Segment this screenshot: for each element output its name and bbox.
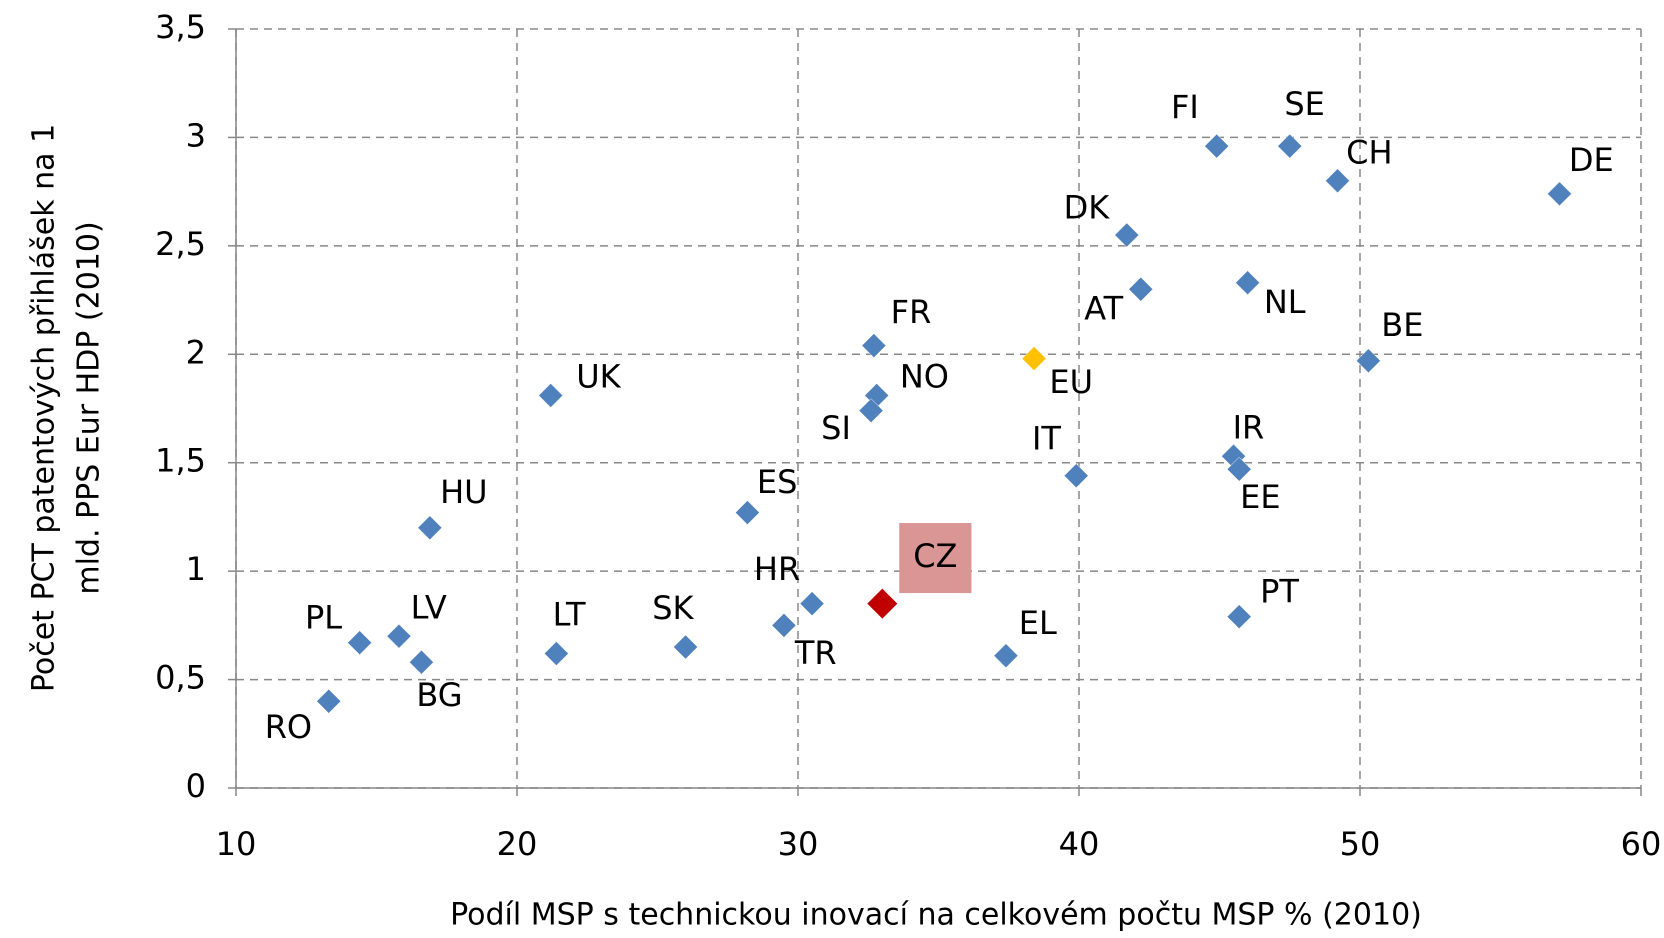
point-label: CH [1346, 133, 1392, 171]
point [673, 634, 698, 660]
point-label: HR [754, 550, 800, 588]
point-label: EU [1049, 363, 1093, 401]
y-tick-label: 2,5 [155, 225, 206, 263]
point-label: EE [1240, 478, 1280, 516]
y-tick-label: 1,5 [155, 442, 206, 480]
y-tick-label: 1 [186, 550, 206, 588]
point-label: DK [1064, 189, 1111, 227]
point [1325, 168, 1350, 194]
point-label: RO [265, 708, 312, 746]
x-tick-label: 10 [216, 825, 257, 863]
y-axis-title: Počet PCT patentových přihlášek na 1 [27, 124, 62, 692]
point [771, 613, 797, 638]
x-tick-label: 30 [778, 825, 819, 863]
label-box [899, 523, 972, 594]
point-label: PT [1260, 572, 1299, 610]
point [1114, 222, 1140, 248]
point-label: BG [416, 676, 462, 714]
point-label: FR [891, 293, 932, 331]
point-label: IR [1233, 409, 1265, 447]
x-tick-label: 50 [1340, 825, 1381, 863]
x-tick-label: 20 [497, 825, 538, 863]
point-label: CZ [913, 537, 957, 575]
point [993, 643, 1019, 669]
x-axis-title: Podíl MSP s technickou inovací na celkov… [450, 898, 1422, 933]
point-label: UK [576, 358, 621, 396]
point [1226, 456, 1252, 482]
point-label: EL [1019, 604, 1057, 642]
point [386, 623, 412, 649]
point [347, 630, 372, 656]
point [735, 500, 760, 525]
y-tick-label: 0,5 [155, 659, 206, 697]
point-label: SK [652, 589, 694, 627]
point [538, 383, 564, 408]
y-tick-label: 2 [186, 333, 206, 371]
point-label: IT [1032, 420, 1061, 458]
point [409, 649, 434, 675]
point-label: FI [1171, 88, 1199, 126]
point [1204, 133, 1230, 159]
point-label: HU [440, 473, 487, 511]
point-label: AT [1084, 289, 1123, 327]
point [543, 641, 569, 666]
x-tick-label: 60 [1621, 825, 1662, 863]
point-label: ES [757, 463, 798, 501]
point [799, 591, 825, 617]
point [1235, 270, 1260, 296]
y-tick-label: 0 [186, 767, 206, 805]
point [1547, 181, 1572, 207]
point-label: SI [821, 409, 851, 447]
point [1021, 346, 1047, 371]
point [316, 688, 342, 714]
point-label: TR [794, 634, 837, 672]
point-label: PL [305, 598, 342, 636]
point [417, 515, 443, 541]
point [1356, 348, 1381, 374]
point [1226, 604, 1252, 630]
point [861, 333, 887, 358]
y-tick-label: 3,5 [155, 8, 206, 46]
y-axis-title: mld. PPS Eur HDP (2010) [72, 221, 107, 594]
point-label: DE [1569, 141, 1614, 179]
point-label: BE [1381, 306, 1423, 344]
point-label: SE [1284, 85, 1325, 123]
x-tick-label: 40 [1059, 825, 1100, 863]
point-label: LT [553, 595, 586, 633]
point [1128, 276, 1154, 302]
point [867, 588, 898, 619]
y-tick-label: 3 [186, 116, 206, 154]
point-label: NO [900, 358, 949, 396]
point [1277, 133, 1303, 159]
point-label: NL [1264, 283, 1306, 321]
point [858, 398, 884, 424]
point [1063, 463, 1089, 489]
point-label: LV [411, 589, 447, 627]
